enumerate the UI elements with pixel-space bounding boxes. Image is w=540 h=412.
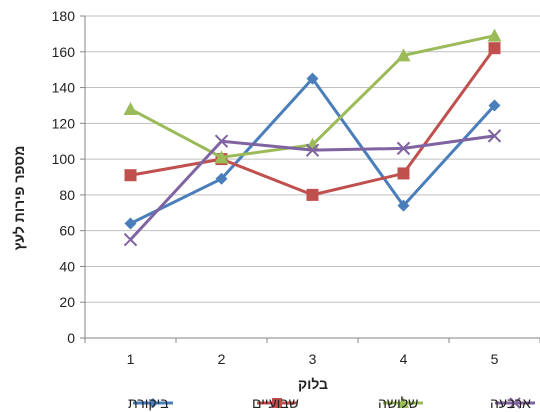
y-tick-labels: 0 20 40 60 80 100 120 140 160 180: [52, 8, 76, 346]
series-4: [123, 129, 502, 247]
legend-marker: [397, 397, 409, 408]
y-tick-label: 60: [59, 223, 75, 239]
data-point: [487, 129, 502, 143]
legend-marker: [148, 398, 158, 408]
legend-label: ארבעה: [490, 395, 531, 411]
y-tick-label: 80: [59, 187, 75, 203]
y-tick-label: 180: [52, 8, 76, 24]
series-group: [123, 28, 502, 247]
data-point: [123, 232, 138, 247]
data-point: [396, 48, 411, 62]
y-tick-label: 160: [52, 44, 76, 60]
y-tick-label: 120: [52, 115, 76, 131]
y-tick-label: 140: [52, 80, 76, 96]
x-tick-labels: 1 2 3 4 5: [127, 351, 499, 367]
data-point: [306, 188, 319, 201]
data-point: [397, 199, 410, 212]
x-tick-label: 3: [309, 351, 317, 367]
legend-item: ביקורת: [128, 395, 173, 411]
y-tick-label: 20: [59, 294, 75, 310]
legend-label: שלושה: [378, 395, 418, 411]
legend-item: שבועיים: [252, 395, 299, 411]
series-line: [130, 47, 496, 197]
data-point: [124, 217, 137, 230]
legend-marker: [509, 397, 521, 409]
series-1: [124, 72, 501, 230]
data-point: [214, 150, 229, 164]
data-point: [488, 42, 501, 55]
legend-item: שלושה: [378, 395, 423, 411]
data-point: [487, 28, 502, 42]
legend-label: שבועיים: [252, 395, 299, 411]
data-point: [488, 99, 501, 112]
legend-item: ארבעה: [490, 395, 535, 411]
legend: ביקורת שבועיים שלושה ארבעה: [128, 395, 535, 411]
data-point: [305, 143, 320, 157]
data-point: [306, 72, 319, 85]
x-axis-label: בלוק: [298, 376, 328, 392]
series-2: [124, 42, 501, 201]
x-tick-label: 2: [218, 351, 226, 367]
legend-marker: [272, 398, 282, 408]
data-point: [214, 134, 229, 148]
data-point: [124, 169, 137, 182]
gridlines: [85, 15, 540, 303]
data-point: [396, 141, 411, 156]
y-axis-label: מספר פירות לעץ: [11, 146, 27, 251]
data-point: [123, 102, 138, 116]
y-tick-label: 0: [67, 330, 75, 346]
legend-label: ביקורת: [128, 395, 169, 411]
x-tick-label: 1: [127, 351, 135, 367]
data-point: [215, 172, 228, 185]
y-tick-label: 40: [59, 258, 75, 274]
data-point: [397, 167, 410, 180]
x-tick-label: 5: [491, 351, 499, 367]
x-tick-label: 4: [400, 351, 408, 367]
axes: [80, 15, 540, 343]
y-tick-label: 100: [52, 151, 76, 167]
